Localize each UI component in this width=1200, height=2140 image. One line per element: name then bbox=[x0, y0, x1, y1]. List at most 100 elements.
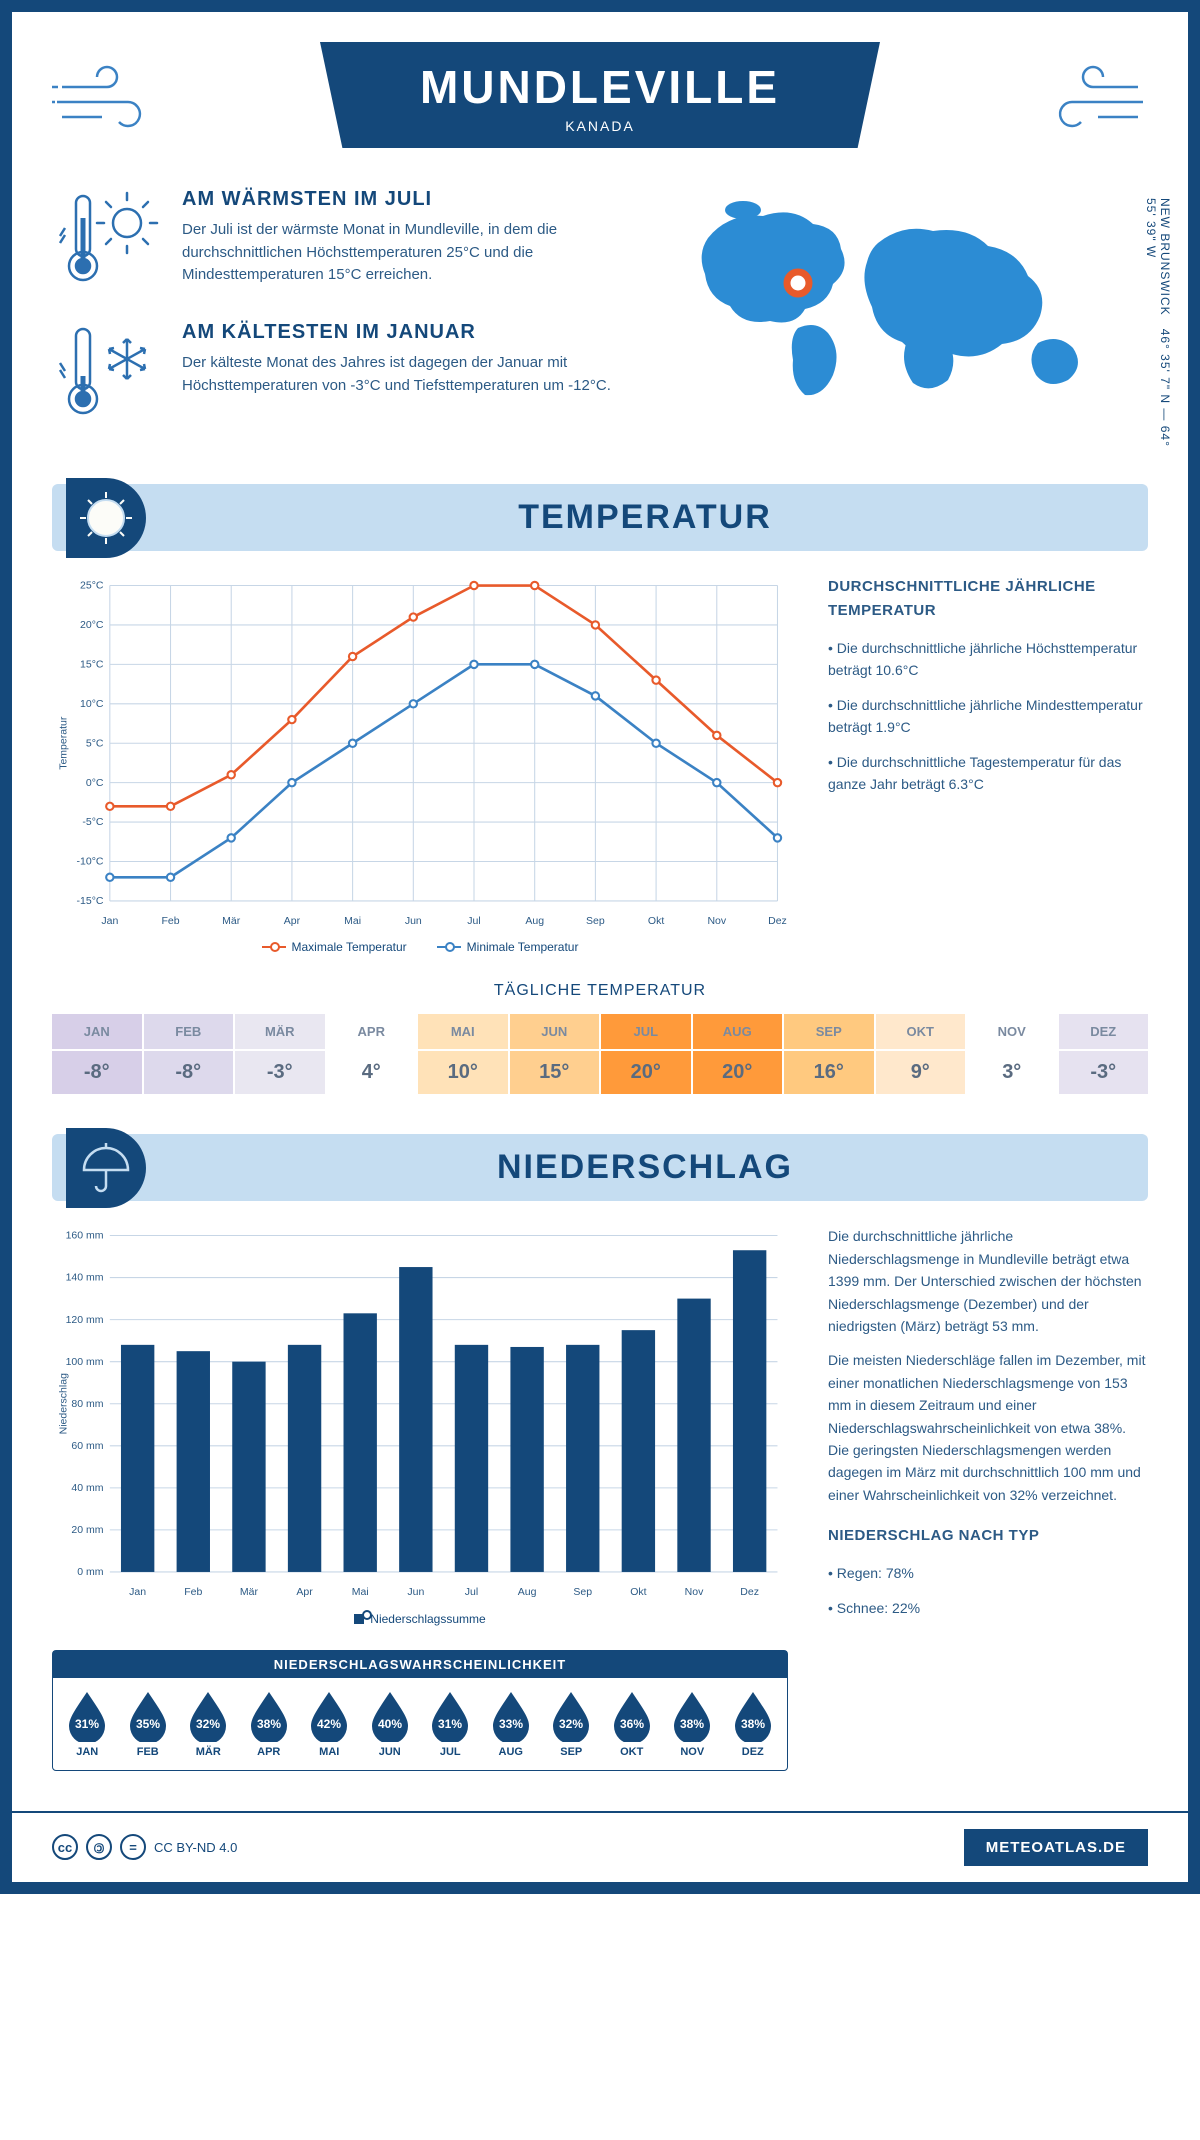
svg-text:Dez: Dez bbox=[740, 1587, 759, 1599]
precipitation-chart: 0 mm20 mm40 mm60 mm80 mm100 mm120 mm140 … bbox=[52, 1225, 788, 1604]
prob-drop: 42%MAI bbox=[305, 1690, 353, 1758]
svg-text:Jan: Jan bbox=[101, 915, 118, 927]
by-icon: 🄯 bbox=[86, 1834, 112, 1860]
prob-drop: 32%SEP bbox=[547, 1690, 595, 1758]
license: cc 🄯 = CC BY-ND 4.0 bbox=[52, 1834, 237, 1860]
svg-text:38%: 38% bbox=[257, 1717, 281, 1731]
svg-text:120 mm: 120 mm bbox=[66, 1314, 104, 1326]
svg-text:Sep: Sep bbox=[586, 915, 605, 927]
svg-text:38%: 38% bbox=[680, 1717, 704, 1731]
svg-text:-5°C: -5°C bbox=[82, 816, 104, 828]
svg-text:33%: 33% bbox=[499, 1717, 523, 1731]
prob-drop: 38%NOV bbox=[668, 1690, 716, 1758]
svg-text:40%: 40% bbox=[378, 1717, 402, 1731]
temperature-chart: -15°C -10°C -5°C 0°C 5°C 10°C 15°C 20°C 25°C Jan F… bbox=[52, 575, 788, 932]
thermometer-snow-icon bbox=[52, 321, 162, 426]
wind-icon bbox=[52, 62, 162, 147]
svg-text:Okt: Okt bbox=[630, 1587, 646, 1599]
svg-text:36%: 36% bbox=[620, 1717, 644, 1731]
wind-icon bbox=[1038, 62, 1148, 147]
sun-icon bbox=[66, 478, 146, 558]
svg-text:31%: 31% bbox=[438, 1717, 462, 1731]
fact-warmest: AM WÄRMSTEN IM JULI Der Juli ist der wär… bbox=[52, 188, 648, 293]
prob-drop: 32%MÄR bbox=[184, 1690, 232, 1758]
svg-text:Aug: Aug bbox=[525, 915, 544, 927]
chart-legend: Niederschlagssumme bbox=[52, 1612, 788, 1626]
svg-text:Mär: Mär bbox=[222, 915, 241, 927]
svg-text:10°C: 10°C bbox=[80, 698, 104, 710]
prob-drop: 40%JUN bbox=[366, 1690, 414, 1758]
svg-text:20°C: 20°C bbox=[80, 619, 104, 631]
cc-icon: cc bbox=[52, 1834, 78, 1860]
section-header: NIEDERSCHLAG bbox=[52, 1134, 1148, 1201]
svg-text:Jul: Jul bbox=[467, 915, 480, 927]
daily-temp-table: JANFEBMÄRAPRMAIJUNJULAUGSEPOKTNOVDEZ-8°-… bbox=[52, 1014, 1148, 1094]
prob-drop: 31%JAN bbox=[63, 1690, 111, 1758]
temperature-summary: DURCHSCHNITTLICHE JÄHRLICHE TEMPERATUR D… bbox=[828, 575, 1148, 954]
svg-text:Niederschlag: Niederschlag bbox=[58, 1373, 70, 1434]
svg-text:25°C: 25°C bbox=[80, 580, 104, 592]
svg-text:Nov: Nov bbox=[685, 1587, 704, 1599]
temperature-section: TEMPERATUR -15°C -10°C -5°C 0°C 5°C 10°C 15°C 2… bbox=[52, 484, 1148, 1094]
svg-text:32%: 32% bbox=[559, 1717, 583, 1731]
svg-text:Nov: Nov bbox=[707, 915, 726, 927]
prob-drop: 38%DEZ bbox=[729, 1690, 777, 1758]
svg-text:0°C: 0°C bbox=[86, 777, 104, 789]
fact-title: AM WÄRMSTEN IM JULI bbox=[182, 188, 648, 211]
svg-text:160 mm: 160 mm bbox=[66, 1230, 104, 1242]
coordinates: NEW BRUNSWICK 46° 35' 7" N — 64° 55' 39"… bbox=[1144, 198, 1172, 454]
svg-text:Jan: Jan bbox=[129, 1587, 146, 1599]
svg-text:35%: 35% bbox=[136, 1717, 160, 1731]
svg-text:-15°C: -15°C bbox=[77, 895, 104, 907]
precipitation-summary: Die durchschnittliche jährliche Niedersc… bbox=[828, 1225, 1148, 1771]
svg-text:100 mm: 100 mm bbox=[66, 1356, 104, 1368]
section-title: TEMPERATUR bbox=[166, 498, 1124, 537]
country: KANADA bbox=[340, 118, 860, 134]
svg-text:Apr: Apr bbox=[296, 1587, 313, 1599]
svg-text:Dez: Dez bbox=[768, 915, 787, 927]
svg-text:20 mm: 20 mm bbox=[71, 1525, 103, 1537]
title-banner: MUNDLEVILLE KANADA bbox=[320, 42, 880, 148]
prob-drop: 33%AUG bbox=[487, 1690, 535, 1758]
thermometer-sun-icon bbox=[52, 188, 162, 293]
header: MUNDLEVILLE KANADA bbox=[52, 42, 1148, 148]
prob-drop: 31%JUL bbox=[426, 1690, 474, 1758]
svg-text:Sep: Sep bbox=[573, 1587, 592, 1599]
svg-text:Feb: Feb bbox=[161, 915, 179, 927]
svg-text:Aug: Aug bbox=[518, 1587, 537, 1599]
svg-text:60 mm: 60 mm bbox=[71, 1440, 103, 1452]
precipitation-probability: NIEDERSCHLAGSWAHRSCHEINLICHKEIT 31%JAN35… bbox=[52, 1650, 788, 1771]
umbrella-icon bbox=[66, 1128, 146, 1208]
site-badge: METEOATLAS.DE bbox=[964, 1829, 1148, 1866]
svg-text:Mai: Mai bbox=[344, 915, 361, 927]
footer: cc 🄯 = CC BY-ND 4.0 METEOATLAS.DE bbox=[12, 1811, 1188, 1882]
svg-text:42%: 42% bbox=[317, 1717, 341, 1731]
svg-text:80 mm: 80 mm bbox=[71, 1398, 103, 1410]
svg-text:5°C: 5°C bbox=[86, 737, 104, 749]
intro: AM WÄRMSTEN IM JULI Der Juli ist der wär… bbox=[52, 188, 1148, 454]
daily-temp-title: TÄGLICHE TEMPERATUR bbox=[52, 982, 1148, 1000]
section-title: NIEDERSCHLAG bbox=[166, 1148, 1124, 1187]
fact-text: Der Juli ist der wärmste Monat in Mundle… bbox=[182, 219, 648, 287]
svg-text:-10°C: -10°C bbox=[77, 856, 104, 868]
svg-text:Mär: Mär bbox=[240, 1587, 259, 1599]
svg-text:Jul: Jul bbox=[465, 1587, 478, 1599]
svg-text:Apr: Apr bbox=[284, 915, 301, 927]
fact-text: Der kälteste Monat des Jahres ist dagege… bbox=[182, 352, 648, 397]
svg-text:Mai: Mai bbox=[352, 1587, 369, 1599]
prob-drop: 36%OKT bbox=[608, 1690, 656, 1758]
svg-text:Okt: Okt bbox=[648, 915, 664, 927]
prob-drop: 35%FEB bbox=[124, 1690, 172, 1758]
svg-text:0 mm: 0 mm bbox=[77, 1567, 104, 1579]
svg-text:Temperatur: Temperatur bbox=[58, 716, 70, 770]
svg-text:Jun: Jun bbox=[407, 1587, 424, 1599]
precipitation-section: NIEDERSCHLAG 0 mm20 mm40 mm60 mm80 mm100… bbox=[52, 1134, 1148, 1771]
svg-text:31%: 31% bbox=[75, 1717, 99, 1731]
city-title: MUNDLEVILLE bbox=[340, 60, 860, 114]
prob-drop: 38%APR bbox=[245, 1690, 293, 1758]
svg-text:Jun: Jun bbox=[405, 915, 422, 927]
chart-legend: Maximale Temperatur Minimale Temperatur bbox=[52, 940, 788, 954]
svg-text:32%: 32% bbox=[196, 1717, 220, 1731]
svg-text:15°C: 15°C bbox=[80, 659, 104, 671]
section-header: TEMPERATUR bbox=[52, 484, 1148, 551]
